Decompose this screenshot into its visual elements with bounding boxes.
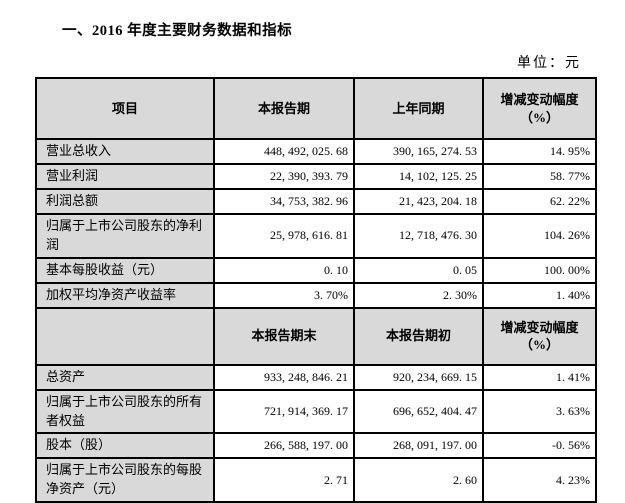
row-label: 归属于上市公司股东的净利润	[35, 213, 215, 259]
row-label: 营业利润	[35, 163, 215, 190]
value-period-begin: 2. 60	[353, 457, 484, 503]
value-change-pct: 104. 26%	[482, 213, 597, 259]
row-label: 股本（股）	[35, 432, 215, 460]
value-period-end: 2. 71	[213, 457, 355, 503]
row-label: 利润总额	[35, 188, 215, 215]
value-change-pct: 3. 63%	[482, 388, 597, 435]
value-period-end: 266, 588, 197. 00	[213, 432, 355, 460]
value-change-pct: 14. 95%	[482, 138, 597, 165]
table-row-total-profit: 利润总额 34, 753, 382. 96 21, 423, 204. 18 6…	[35, 188, 597, 215]
table-header-row-period-end: 本报告期末 本报告期初 增减变动幅度 （%）	[35, 306, 597, 366]
table-header-row-period: 项目 本报告期 上年同期 增减变动幅度 （%）	[35, 77, 597, 140]
row-label: 总资产	[35, 363, 215, 391]
table-row-operating-profit: 营业利润 22, 390, 393. 79 14, 102, 125. 25 5…	[35, 163, 597, 190]
value-period-end: 933, 248, 846. 21	[213, 363, 355, 391]
header-item: 项目	[35, 77, 215, 140]
header-change-pct-2: 增减变动幅度 （%）	[482, 306, 597, 366]
header-change-pct-line1: 增减变动幅度	[500, 91, 579, 107]
header-current-period: 本报告期	[213, 77, 355, 140]
header-change-pct-2-line2: （%）	[519, 337, 559, 353]
section-title: 一、2016 年度主要财务数据和指标	[62, 23, 293, 39]
value-period-end: 721, 914, 369. 17	[213, 388, 355, 435]
value-change-pct: 1. 41%	[482, 363, 597, 391]
value-change-pct: -0. 56%	[482, 432, 597, 460]
header-period-end: 本报告期末	[213, 306, 355, 366]
table-row-net-profit-attributable: 归属于上市公司股东的净利润 25, 978, 616. 81 12, 718, …	[35, 213, 597, 259]
financial-indicators-table: 项目 本报告期 上年同期 增减变动幅度 （%） 营业总收入 448, 492, …	[35, 77, 597, 503]
header-period-begin: 本报告期初	[353, 306, 484, 366]
value-prior-period: 21, 423, 204. 18	[353, 188, 484, 215]
header-change-pct-2-line1: 增减变动幅度	[500, 319, 579, 335]
value-change-pct: 100. 00%	[482, 256, 597, 284]
table-row-net-assets-per-share: 归属于上市公司股东的每股净资产（元） 2. 71 2. 60 4. 23%	[35, 457, 597, 503]
value-change-pct: 62. 22%	[482, 188, 597, 215]
value-prior-period: 2. 30%	[353, 281, 484, 309]
value-period-begin: 696, 652, 404. 47	[353, 388, 484, 435]
value-current-period: 22, 390, 393. 79	[213, 163, 355, 190]
row-label: 归属于上市公司股东的所有者权益	[35, 388, 215, 435]
value-current-period: 25, 978, 616. 81	[213, 213, 355, 259]
value-change-pct: 4. 23%	[482, 457, 597, 503]
value-current-period: 0. 10	[213, 256, 355, 284]
row-label: 归属于上市公司股东的每股净资产（元）	[35, 457, 215, 503]
row-label: 基本每股收益（元）	[35, 256, 215, 284]
value-prior-period: 14, 102, 125. 25	[353, 163, 484, 190]
row-label: 加权平均净资产收益率	[35, 281, 215, 309]
value-change-pct: 58. 77%	[482, 163, 597, 190]
header-item-empty	[35, 306, 215, 366]
table-row-equity-attributable: 归属于上市公司股东的所有者权益 721, 914, 369. 17 696, 6…	[35, 388, 597, 435]
header-change-pct-line2: （%）	[519, 109, 559, 125]
table-row-basic-eps: 基本每股收益（元） 0. 10 0. 05 100. 00%	[35, 256, 597, 284]
value-current-period: 448, 492, 025. 68	[213, 138, 355, 165]
header-change-pct: 增减变动幅度 （%）	[482, 77, 597, 140]
value-prior-period: 390, 165, 274. 53	[353, 138, 484, 165]
value-current-period: 34, 753, 382. 96	[213, 188, 355, 215]
value-period-begin: 920, 234, 669. 15	[353, 363, 484, 391]
value-current-period: 3. 70%	[213, 281, 355, 309]
table-row-weighted-avg-roe: 加权平均净资产收益率 3. 70% 2. 30% 1. 40%	[35, 281, 597, 309]
table-row-total-revenue: 营业总收入 448, 492, 025. 68 390, 165, 274. 5…	[35, 138, 597, 165]
row-label: 营业总收入	[35, 138, 215, 165]
value-prior-period: 12, 718, 476. 30	[353, 213, 484, 259]
unit-label: 单位：元	[517, 56, 581, 71]
header-prior-period: 上年同期	[353, 77, 484, 140]
table-row-share-capital: 股本（股） 266, 588, 197. 00 268, 091, 197. 0…	[35, 432, 597, 460]
value-prior-period: 0. 05	[353, 256, 484, 284]
value-change-pct: 1. 40%	[482, 281, 597, 309]
value-period-begin: 268, 091, 197. 00	[353, 432, 484, 460]
table-row-total-assets: 总资产 933, 248, 846. 21 920, 234, 669. 15 …	[35, 363, 597, 391]
